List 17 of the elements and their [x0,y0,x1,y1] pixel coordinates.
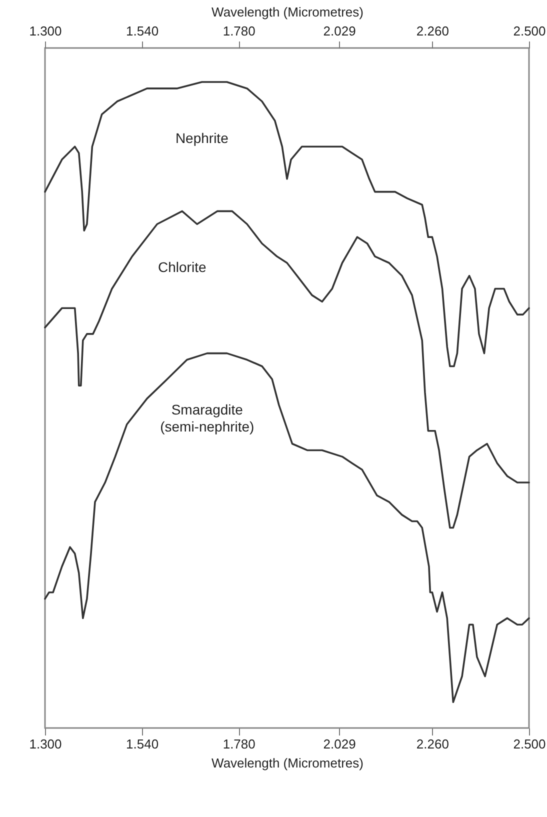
series-label: Chlorite [158,259,206,276]
x2-tick-label: 2.260 [416,24,449,38]
x2-tick-label: 2.500 [513,24,546,38]
x-tick-label: 2.029 [323,736,356,752]
x2-tick-label: 1.300 [29,24,62,38]
text: Nephrite [175,130,229,146]
x2-axis-title: Wavelength (Micrometres) [212,4,364,20]
x-axis-title: Wavelength (Micrometres) [212,756,364,770]
x-tick-label: 1.300 [29,736,62,752]
x-tick-label: 2.260 [416,736,449,752]
x2-tick-label: 2.029 [323,24,356,38]
x2-tick-label: 1.780 [222,24,256,38]
x-tick-label: 1.540 [126,736,159,752]
x-tick-label: 2.500 [513,736,546,752]
x-tick-label: 1.780 [222,736,256,752]
x2-tick-label: 1.540 [126,24,159,38]
series-label: Smaragdite (semi-nephrite) [160,401,254,434]
